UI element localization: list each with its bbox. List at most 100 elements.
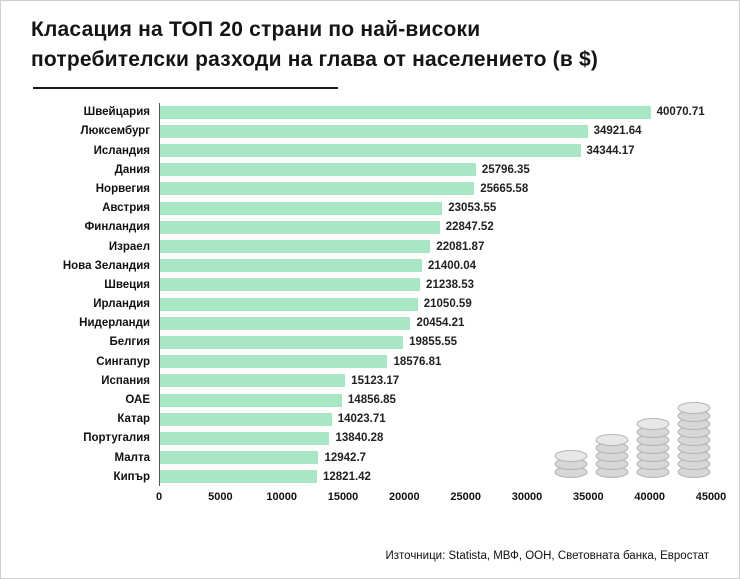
- bar-track: 21050.59: [159, 294, 711, 314]
- chart-row: Нидерланди 20454.21: [31, 313, 711, 333]
- chart-rows: Швейцария 40070.71 Люксембург 34921.64 Ислан…: [31, 102, 711, 487]
- country-label: Кипър: [113, 470, 150, 483]
- x-tick-label: 5000: [208, 491, 233, 504]
- value-label: 14856.85: [347, 394, 396, 407]
- x-tick-label: 30000: [511, 491, 543, 504]
- chart-row: ОАЕ 14856.85: [31, 390, 711, 410]
- bar-chart: Швейцария 40070.71 Люксембург 34921.64 Ислан…: [31, 102, 726, 509]
- bar: [160, 220, 440, 234]
- source-note: Източници: Statista, МВФ, ООН, Световнат…: [385, 550, 710, 562]
- value-label: 21050.59: [423, 298, 472, 311]
- value-label: 13840.28: [335, 432, 384, 445]
- bar-track: 18576.81: [159, 352, 711, 372]
- bar-track: 13840.28: [159, 428, 711, 448]
- value-label: 25665.58: [480, 182, 529, 195]
- chart-row: Финландия 22847.52: [31, 217, 711, 237]
- bar-track: 12821.42: [159, 467, 711, 487]
- country-label: Дания: [114, 163, 150, 176]
- x-axis-spacer: [31, 486, 159, 508]
- chart-row: Белгия 19855.55: [31, 332, 711, 353]
- x-tick-label: 35000: [573, 491, 604, 504]
- country-label: Нова Зеландия: [62, 259, 150, 272]
- bar: [160, 470, 317, 484]
- bar-track: 14023.71: [159, 409, 711, 429]
- bar: [160, 374, 346, 388]
- bar: [160, 144, 581, 158]
- x-tick-label: 10000: [266, 491, 297, 504]
- chart-row: Сингапур 18576.81: [31, 352, 711, 372]
- country-label: Швеция: [104, 278, 150, 291]
- country-label: Швейцария: [83, 106, 150, 119]
- bar-track: 14856.85: [159, 390, 711, 410]
- country-label: Норвегия: [95, 182, 150, 195]
- bar: [160, 431, 330, 445]
- value-label: 21238.53: [426, 278, 475, 291]
- country-label: Ирландия: [93, 298, 150, 311]
- country-label: Испания: [101, 374, 150, 387]
- chart-row: Норвегия 25665.58: [31, 179, 711, 199]
- chart-row: Швейцария 40070.71: [31, 102, 711, 122]
- chart-row: Нова Зеландия 21400.04: [31, 256, 711, 276]
- bar: [160, 163, 476, 177]
- chart-row: Исландия 34344.17: [31, 141, 711, 161]
- bar: [160, 393, 342, 407]
- bar: [160, 201, 443, 215]
- value-label: 22081.87: [436, 240, 485, 253]
- x-tick-label: 40000: [634, 491, 665, 504]
- bar-track: 15123.17: [159, 371, 711, 391]
- country-label: Финландия: [84, 221, 150, 234]
- country-label: Австрия: [102, 202, 150, 215]
- bar-track: 19855.55: [159, 332, 711, 353]
- bar: [160, 259, 423, 273]
- bar: [160, 355, 388, 369]
- x-axis-ticks: 0 5000 10000 15000 20000 25000 30000 35000 40000…: [156, 486, 726, 508]
- country-label: Португалия: [83, 432, 150, 445]
- x-tick-label: 20000: [389, 491, 420, 504]
- value-label: 20454.21: [416, 317, 465, 330]
- value-label: 19855.55: [409, 336, 458, 349]
- value-label: 25796.35: [481, 163, 530, 176]
- bar: [160, 412, 332, 426]
- country-label: Белгия: [109, 336, 150, 349]
- page-title: Класация на ТОП 20 страни по най-високи …: [31, 15, 711, 75]
- country-label: ОАЕ: [125, 394, 150, 407]
- chart-row: Ирландия 21050.59: [31, 294, 711, 314]
- value-label: 12942.7: [324, 451, 367, 464]
- chart-row: Австрия 23053.55: [31, 198, 711, 218]
- chart-row: Кипър 12821.42: [31, 467, 711, 487]
- value-label: 23053.55: [448, 202, 497, 215]
- country-label: Исландия: [93, 144, 150, 157]
- bar-track: 12942.7: [159, 448, 711, 468]
- chart-row: Израел 22081.87: [31, 236, 711, 257]
- value-label: 34921.64: [593, 125, 642, 138]
- chart-row: Испания 15123.17: [31, 371, 711, 391]
- coin-stacks-icon: [554, 402, 711, 478]
- bar-track: 25665.58: [159, 179, 711, 199]
- chart-row: Дания 25796.35: [31, 160, 711, 180]
- bar-track: 22081.87: [159, 236, 711, 257]
- chart-row: Люксембург 34921.64: [31, 121, 711, 141]
- value-label: 22847.52: [445, 221, 494, 234]
- x-axis: 0 5000 10000 15000 20000 25000 30000 35000 40000…: [31, 486, 726, 508]
- bar-track: 20454.21: [159, 313, 711, 333]
- value-label: 12821.42: [322, 470, 371, 483]
- bar: [160, 182, 475, 196]
- bar-track: 21238.53: [159, 275, 711, 295]
- bar: [160, 124, 588, 138]
- bar: [160, 278, 421, 292]
- value-label: 34344.17: [586, 144, 635, 157]
- title-underline: [33, 86, 338, 89]
- bar: [160, 451, 319, 465]
- bar-track: 22847.52: [159, 217, 711, 237]
- bar: [160, 105, 651, 119]
- chart-row: Португалия 13840.28: [31, 428, 711, 448]
- bar: [160, 335, 404, 349]
- country-label: Нидерланди: [79, 317, 150, 330]
- x-tick-label: 15000: [327, 491, 359, 504]
- country-label: Израел: [108, 240, 150, 253]
- value-label: 14023.71: [337, 413, 386, 426]
- country-label: Сингапур: [96, 355, 150, 368]
- chart-row: Катар 14023.71: [31, 409, 711, 429]
- x-tick-label: 45000: [695, 491, 727, 504]
